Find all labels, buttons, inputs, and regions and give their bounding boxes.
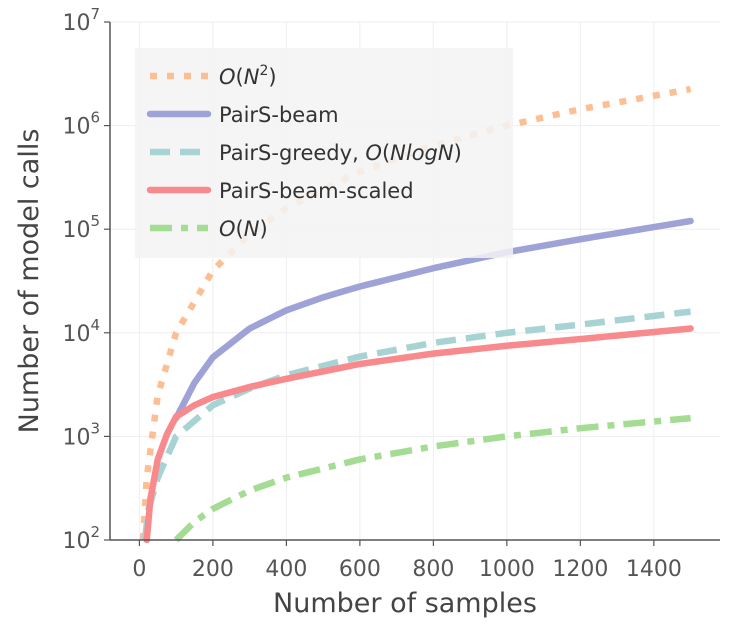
y-tick-label: 104 <box>62 316 100 347</box>
x-tick-label: 1200 <box>552 557 608 582</box>
y-tick-base: 10 <box>62 322 90 347</box>
series-line <box>143 325 694 544</box>
y-tick-exponent: 3 <box>90 419 100 437</box>
axes <box>109 22 720 541</box>
y-tick-base: 10 <box>62 425 90 450</box>
y-tick-exponent: 6 <box>90 109 100 127</box>
legend-label-part: O <box>219 217 236 241</box>
x-tick-label: 0 <box>132 557 146 582</box>
legend-label-part: ( <box>382 141 390 165</box>
x-axis-title: Number of samples <box>273 588 537 619</box>
y-tick-label: 105 <box>62 212 100 243</box>
legend-label: O(N2) <box>219 63 277 89</box>
y-tick-label: 103 <box>62 419 100 450</box>
tick-labels: 0 200 400 600 800 1000 1200 1400102103104105106… <box>62 5 681 582</box>
y-tick-exponent: 4 <box>90 316 100 334</box>
legend-label-part: ) <box>268 65 276 89</box>
x-tick-label: 400 <box>265 557 307 582</box>
legend-label: PairS-beam-scaled <box>219 179 414 203</box>
y-axis-title: Number of model calls <box>14 129 45 434</box>
legend-label-part: PairS-greedy, <box>219 141 365 165</box>
legend-label-part: ) <box>454 141 462 165</box>
legend-label-part: PairS-beam-scaled <box>219 179 414 203</box>
legend-label: PairS-beam <box>219 103 339 127</box>
legend-label-part: N <box>244 217 260 241</box>
legend-label-part: O <box>219 65 236 89</box>
y-tick-exponent: 7 <box>90 5 100 23</box>
y-tick-label: 107 <box>62 5 100 36</box>
x-tick-label: 800 <box>412 557 454 582</box>
x-tick-label: 1400 <box>626 557 682 582</box>
legend-label-part: ( <box>236 65 244 89</box>
y-tick-exponent: 5 <box>90 212 100 230</box>
y-tick-label: 106 <box>62 109 100 140</box>
y-tick-exponent: 2 <box>90 523 100 541</box>
y-tick-base: 10 <box>62 529 90 554</box>
y-tick-base: 10 <box>62 218 90 243</box>
x-tick-label: 200 <box>192 557 234 582</box>
series-line <box>172 217 694 422</box>
legend-label-part: NlogN <box>390 141 454 165</box>
legend-label: O(N) <box>219 217 268 241</box>
x-tick-label: 1000 <box>479 557 535 582</box>
legend-label-part: N <box>244 65 260 89</box>
series-line <box>173 414 691 543</box>
x-tick-label: 600 <box>339 557 381 582</box>
legend-label: PairS-greedy, O(NlogN) <box>219 141 462 165</box>
legend-label-part: 2 <box>259 63 268 79</box>
legend-label-part: O <box>365 141 382 165</box>
y-tick-label: 102 <box>62 523 100 554</box>
y-tick-base: 10 <box>62 115 90 140</box>
legend-label-part: ) <box>259 217 267 241</box>
legend-label-part: PairS-beam <box>219 103 339 127</box>
legend-label-part: ( <box>236 217 244 241</box>
y-tick-base: 10 <box>62 11 90 36</box>
